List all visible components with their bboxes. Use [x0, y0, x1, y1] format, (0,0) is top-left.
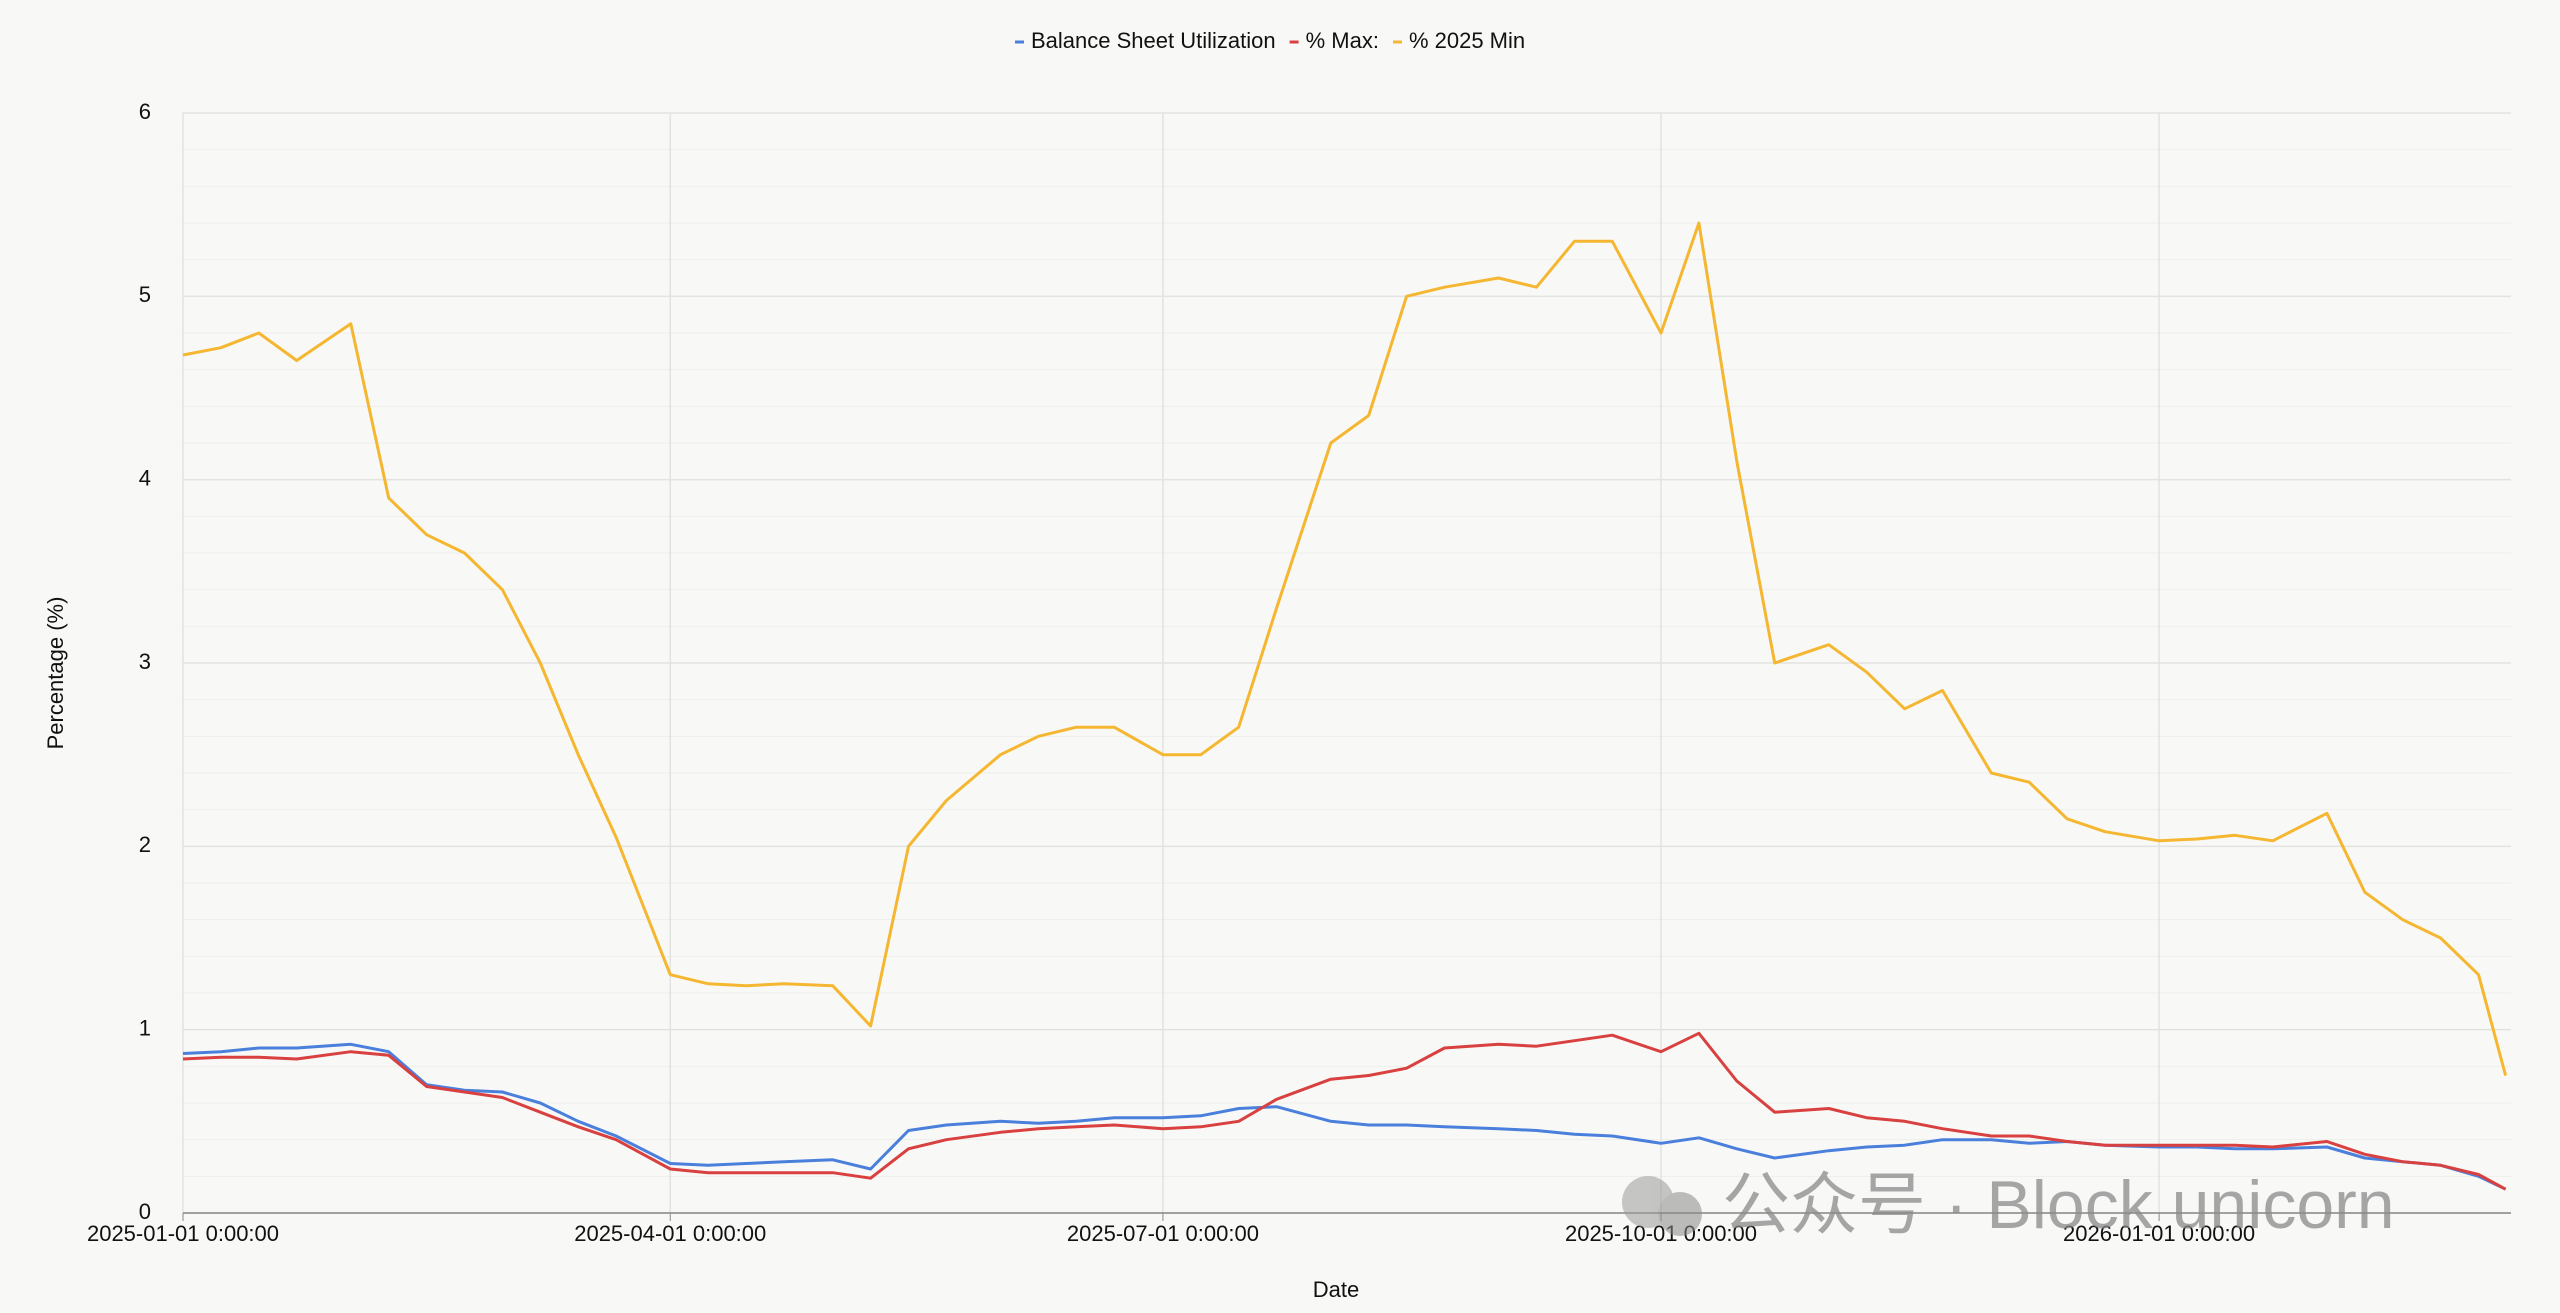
watermark-icon	[1622, 1176, 1702, 1236]
series-line	[182, 221, 2508, 1076]
legend-label: Balance Sheet Utilization	[1031, 28, 1276, 53]
y-tick-label: 5	[139, 282, 151, 307]
x-tick-label: 2025-04-01 0:00:00	[574, 1221, 766, 1246]
y-tick-label: 2	[139, 832, 151, 857]
series-line	[182, 1031, 2507, 1191]
y-tick-label: 0	[139, 1199, 151, 1224]
x-tick-label: 2026-01-01 0:00:00	[2063, 1221, 2255, 1246]
y-axis-label: Percentage (%)	[43, 597, 68, 750]
x-axis-label: Date	[1313, 1277, 1359, 1302]
y-tick-label: 3	[139, 649, 151, 674]
legend-label: % 2025 Min	[1409, 28, 1525, 53]
y-tick-label: 1	[139, 1015, 151, 1040]
legend-label: % Max:	[1306, 28, 1379, 53]
x-tick-label: 2025-01-01 0:00:00	[87, 1221, 279, 1246]
y-tick-label: 6	[139, 99, 151, 124]
watermark: 公众号 · Block unicorn	[1722, 1167, 2395, 1243]
legend: Balance Sheet Utilization % Max: % 2025 Mi…	[1015, 28, 1525, 53]
y-tick-label: 4	[139, 465, 151, 490]
x-tick-label: 2025-07-01 0:00:00	[1067, 1221, 1259, 1246]
